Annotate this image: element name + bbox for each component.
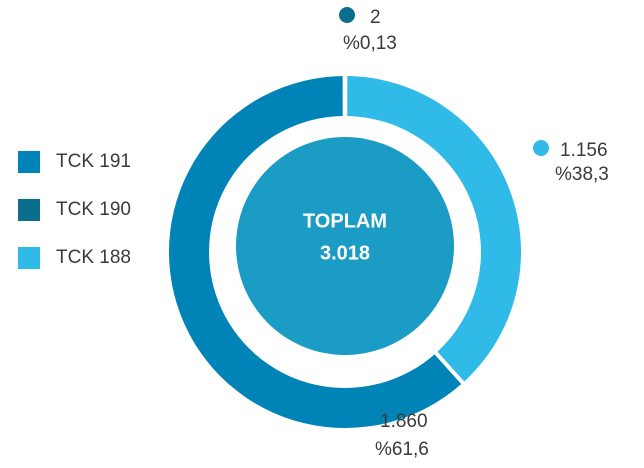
donut-segment xyxy=(345,76,521,383)
legend-swatch xyxy=(18,199,40,221)
legend-label: TCK 191 xyxy=(56,151,131,172)
legend-swatch xyxy=(18,247,40,269)
center-circle xyxy=(236,137,454,355)
legend-label: TCK 188 xyxy=(56,247,131,268)
percent-label: %61,6 xyxy=(375,439,429,460)
value-label: 1.860 xyxy=(380,411,428,432)
percent-label: %0,13 xyxy=(343,33,397,54)
donut-segment xyxy=(169,76,463,429)
center-title: TOPLAM xyxy=(303,210,387,232)
percent-label: %38,3 xyxy=(555,164,609,185)
segment-gap xyxy=(433,350,466,386)
value-label: 1.156 xyxy=(560,140,608,161)
legend-swatch xyxy=(18,151,40,173)
legend-label: TCK 190 xyxy=(56,199,131,220)
center-total: 3.018 xyxy=(320,242,370,264)
label-dot xyxy=(346,411,362,427)
label-dot xyxy=(339,7,355,23)
label-dot xyxy=(533,140,549,156)
value-label: 2 xyxy=(370,7,381,28)
